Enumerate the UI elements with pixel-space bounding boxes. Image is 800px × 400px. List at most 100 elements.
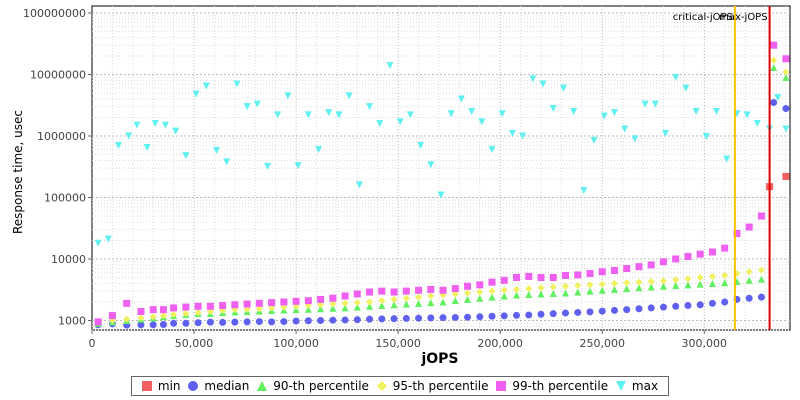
data-point	[170, 304, 178, 312]
data-point	[464, 289, 472, 297]
data-point	[341, 299, 349, 307]
data-point	[659, 282, 667, 290]
data-point	[329, 294, 337, 302]
data-point	[378, 302, 386, 310]
data-point	[451, 297, 459, 305]
data-point	[366, 302, 374, 310]
y-tick-label: 1000000	[37, 130, 86, 143]
data-point	[231, 301, 239, 309]
data-point	[292, 297, 300, 305]
data-point	[464, 282, 472, 290]
x-tick-label: 250,000	[579, 337, 625, 350]
data-point	[631, 135, 639, 143]
data-point	[696, 273, 704, 281]
data-point	[264, 162, 272, 170]
data-point	[525, 290, 533, 298]
data-point	[325, 109, 333, 117]
data-point	[476, 281, 484, 289]
data-point	[635, 278, 643, 286]
legend-marker	[615, 381, 626, 391]
data-point	[770, 41, 778, 49]
data-point	[341, 292, 349, 300]
data-point	[280, 298, 288, 306]
data-point	[123, 299, 131, 307]
legend-marker	[188, 381, 199, 391]
x-axis-ticks: 0 50,000 100,000 150,000 200,000 250,000 300,0…	[89, 330, 727, 350]
legend-marker-icon	[141, 381, 152, 391]
data-point	[500, 276, 508, 284]
data-point	[757, 275, 765, 283]
data-point	[268, 318, 276, 326]
legend-item: median	[188, 379, 249, 393]
data-point	[353, 299, 361, 307]
legend-label: 95-th percentile	[392, 379, 489, 393]
data-point	[600, 112, 608, 120]
data-point	[206, 302, 214, 310]
data-point	[268, 299, 276, 307]
data-point	[647, 261, 655, 269]
data-point	[390, 288, 398, 296]
data-point	[623, 279, 631, 287]
data-point	[341, 316, 349, 324]
data-point	[402, 314, 410, 322]
data-point	[231, 318, 239, 326]
data-point	[390, 301, 398, 309]
data-point	[513, 291, 521, 299]
legend-marker-icon	[615, 381, 626, 391]
legend-marker-icon	[257, 381, 268, 391]
data-point	[243, 318, 251, 326]
data-point	[647, 304, 655, 312]
data-point	[427, 285, 435, 293]
y-tick-label: 1000	[58, 314, 86, 327]
data-point	[590, 136, 598, 144]
data-point	[745, 276, 753, 284]
data-point	[133, 121, 141, 129]
legend-marker-icon	[496, 381, 507, 391]
data-point	[161, 121, 169, 129]
data-point	[610, 266, 618, 274]
data-point	[376, 119, 384, 127]
data-point	[672, 73, 680, 81]
x-tick-label: 150,000	[375, 337, 421, 350]
data-point	[233, 80, 241, 88]
data-point	[702, 133, 710, 141]
data-point	[206, 318, 214, 326]
data-point	[115, 142, 123, 150]
data-point	[610, 285, 618, 293]
data-point	[559, 84, 567, 92]
data-point	[586, 270, 594, 278]
data-point	[427, 314, 435, 322]
y-tick-label: 100000000	[23, 7, 86, 20]
legend-item: 99-th percentile	[496, 379, 608, 393]
data-point	[692, 108, 700, 116]
data-point	[317, 295, 325, 303]
data-point	[170, 311, 178, 319]
data-point	[451, 313, 459, 321]
data-point	[451, 290, 459, 298]
data-point	[488, 312, 496, 320]
data-point	[574, 271, 582, 279]
data-point	[304, 317, 312, 325]
data-point	[159, 321, 167, 329]
data-point	[253, 100, 261, 108]
data-point	[500, 292, 508, 300]
data-point	[561, 271, 569, 279]
data-point	[255, 318, 263, 326]
data-point	[684, 302, 692, 310]
data-point	[284, 92, 292, 100]
legend-item: min	[141, 379, 181, 393]
data-point	[513, 285, 521, 293]
data-point	[647, 278, 655, 286]
data-point	[366, 288, 374, 296]
data-point	[651, 100, 659, 108]
data-point	[721, 271, 729, 279]
data-point	[390, 315, 398, 323]
data-point	[353, 290, 361, 298]
data-point	[194, 302, 202, 310]
data-point	[561, 282, 569, 290]
data-point	[610, 109, 618, 117]
data-point	[415, 314, 423, 322]
data-point	[104, 235, 112, 243]
data-point	[182, 319, 190, 327]
data-point	[149, 313, 157, 321]
